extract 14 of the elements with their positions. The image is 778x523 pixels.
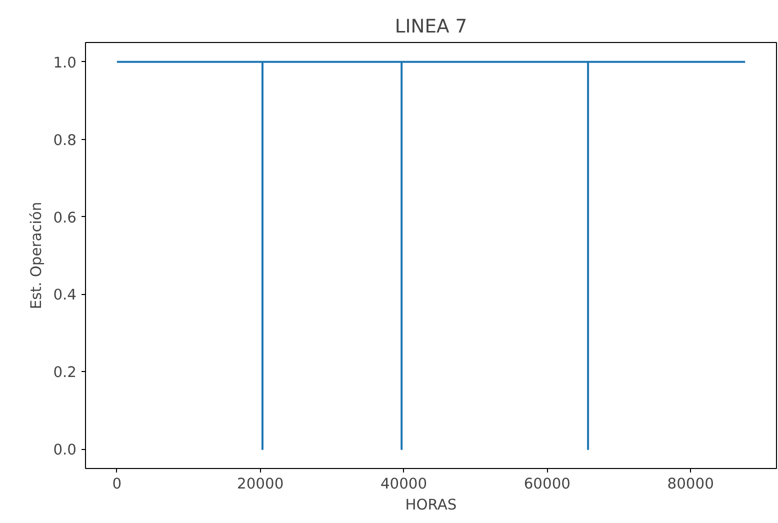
y-tick-label: 1.0 [53,54,77,72]
y-tick-label: 0.6 [53,209,77,226]
x-tick-label: 80000 [667,476,714,492]
x-axis-title: HORAS [405,496,457,514]
x-tick-label: 20000 [237,476,284,492]
y-axis-title: Est. Operación [28,202,46,310]
x-tick-label: 0 [112,476,122,492]
y-tick-label: 0.8 [53,132,77,149]
y-tick-label: 0.4 [53,286,77,304]
chart-title: LINEA 7 [394,16,468,38]
x-tick-label: 40000 [380,476,428,492]
y-tick-label: 0.0 [53,442,77,459]
y-tick-label: 0.2 [53,364,77,382]
x-tick-label: 60000 [524,476,570,492]
